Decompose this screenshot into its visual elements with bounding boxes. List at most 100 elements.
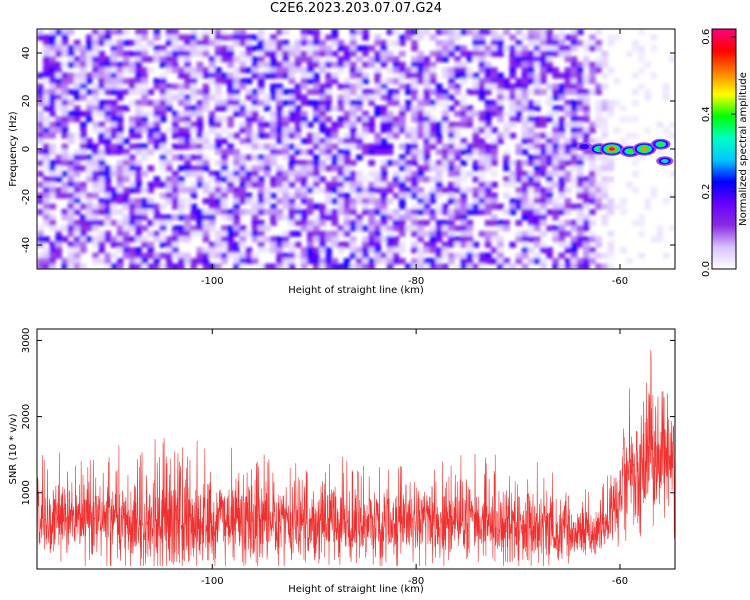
heatmap-cell: [552, 39, 560, 46]
heatmap-cell: [558, 39, 566, 46]
heatmap-cell: [98, 203, 106, 210]
heatmap-cell: [245, 94, 253, 101]
heatmap-cell: [411, 170, 418, 177]
heatmap-cell: [509, 105, 517, 112]
heatmap-cell: [497, 110, 504, 117]
heatmap-cell: [282, 154, 290, 161]
heatmap-cell: [595, 29, 602, 36]
heatmap-cell: [319, 121, 326, 128]
heatmap-cell: [521, 170, 529, 177]
heatmap-cell: [227, 170, 234, 177]
heatmap-cell: [276, 165, 283, 172]
heatmap-cell: [380, 83, 388, 90]
heatmap-cell: [129, 39, 136, 46]
heatmap-cell: [546, 45, 553, 52]
heatmap-cell: [540, 89, 547, 96]
heatmap-cell: [325, 116, 333, 123]
heatmap-cell: [349, 138, 357, 145]
heatmap-cell: [159, 154, 167, 161]
heatmap-cell: [540, 116, 547, 123]
heatmap-cell: [73, 165, 81, 172]
heatmap-cell: [533, 219, 541, 226]
heatmap-cell: [460, 236, 468, 243]
heatmap-cell: [319, 263, 326, 269]
heatmap-cell: [92, 236, 99, 243]
heatmap-cell: [184, 50, 191, 57]
heatmap-cell: [73, 83, 81, 90]
heatmap-cell: [178, 187, 185, 194]
heatmap-cell: [227, 209, 234, 216]
heatmap-cell: [521, 127, 529, 134]
heatmap-cell: [196, 143, 204, 150]
heatmap-cell: [178, 181, 185, 188]
heatmap-cell: [282, 176, 290, 183]
heatmap-cell: [331, 198, 339, 205]
heatmap-cell: [251, 225, 259, 232]
heatmap-cell: [135, 170, 142, 177]
heatmap-cell: [472, 176, 480, 183]
heatmap-cell: [576, 203, 584, 210]
heatmap-cell: [503, 165, 510, 172]
heatmap-cell: [129, 214, 136, 221]
heatmap-cell: [343, 258, 351, 265]
heatmap-cell: [214, 236, 222, 243]
heatmap-cell: [282, 236, 290, 243]
heatmap-cell: [116, 165, 124, 172]
heatmap-cell: [570, 138, 578, 145]
heatmap-cell: [221, 29, 228, 36]
heatmap-cell: [141, 94, 149, 101]
heatmap-cell: [533, 192, 541, 199]
heatmap-cell: [129, 99, 136, 106]
heatmap-cell: [37, 192, 44, 199]
heatmap-cell: [288, 263, 296, 269]
heatmap-cell: [110, 50, 118, 57]
heatmap-cell: [110, 89, 118, 96]
heatmap-cell: [153, 50, 161, 57]
heatmap-cell: [141, 78, 149, 85]
heatmap-cell: [392, 127, 400, 134]
heatmap-cell: [398, 192, 406, 199]
heatmap-cell: [349, 219, 357, 226]
heatmap-cell: [644, 94, 652, 101]
heatmap-cell: [343, 149, 351, 156]
heatmap-cell: [98, 138, 106, 145]
heatmap-cell: [386, 110, 394, 117]
heatmap-cell: [37, 83, 44, 90]
heatmap-cell: [497, 203, 504, 210]
heatmap-cell: [202, 72, 210, 79]
heatmap-cell: [540, 230, 547, 237]
heatmap-cell: [325, 192, 333, 199]
heatmap-cell: [116, 29, 124, 36]
heatmap-cell: [540, 149, 547, 156]
heatmap-cell: [67, 56, 75, 63]
heatmap-cell: [411, 247, 418, 254]
heatmap-cell: [86, 89, 93, 96]
heatmap-cell: [356, 181, 363, 188]
heatmap-cell: [515, 83, 523, 90]
heatmap-cell: [533, 187, 541, 194]
heatmap-cell: [429, 241, 437, 248]
heatmap-cell: [448, 127, 455, 134]
heatmap-cell: [227, 247, 234, 254]
heatmap-cell: [582, 45, 590, 52]
heatmap-cell: [73, 149, 81, 156]
heatmap-cell: [472, 203, 480, 210]
heatmap-cell: [313, 105, 320, 112]
heatmap-cell: [546, 83, 553, 90]
heatmap-cell: [441, 263, 449, 269]
heatmap-cell: [423, 116, 431, 123]
heatmap-cell: [141, 225, 149, 232]
heatmap-cell: [405, 99, 412, 106]
heatmap-cell: [245, 198, 253, 205]
heatmap-cell: [300, 83, 308, 90]
heatmap-cell: [576, 236, 584, 243]
heatmap-cell: [116, 67, 124, 74]
heatmap-cell: [466, 170, 474, 177]
heatmap-cell: [589, 170, 596, 177]
heatmap-cell: [153, 143, 161, 150]
heatmap-cell: [601, 99, 609, 106]
heatmap-cell: [104, 165, 112, 172]
heatmap-cell: [263, 209, 271, 216]
heatmap-cell: [104, 263, 112, 269]
heatmap-cell: [533, 209, 541, 216]
